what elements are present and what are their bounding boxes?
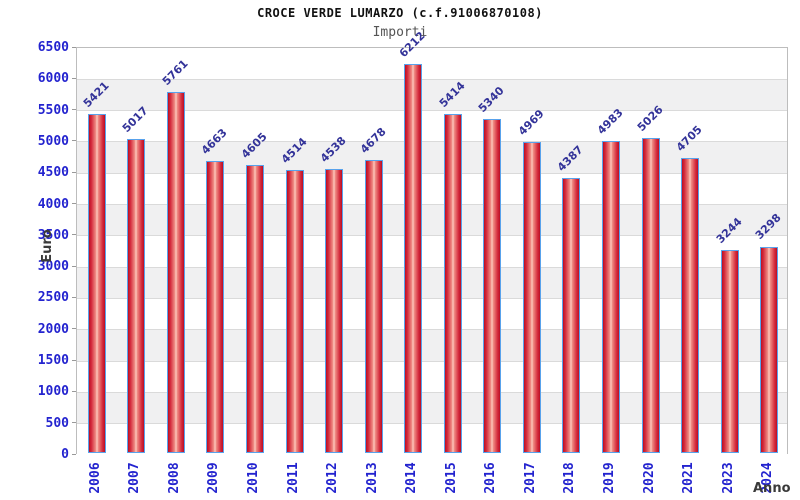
bar-2019: [602, 141, 620, 453]
y-tick-label: 5500: [37, 102, 69, 118]
gridline: [77, 172, 787, 174]
y-tick-label: 1000: [37, 384, 69, 400]
chart-subtitle: Importi: [372, 25, 428, 40]
x-tick-label: 2021: [681, 462, 697, 494]
bar-2024: [760, 246, 779, 453]
plot-band: [77, 329, 787, 362]
x-tick-label: 2015: [443, 462, 459, 494]
bar-2007: [127, 138, 146, 453]
x-tick-label: 2023: [720, 462, 736, 494]
x-tick-label: 2014: [404, 462, 420, 494]
bar-2012: [325, 168, 344, 453]
gridline: [77, 391, 787, 393]
plot-band: [77, 79, 787, 111]
bar-2010: [246, 164, 264, 453]
y-tick-label: 0: [61, 447, 69, 462]
y-tick-label: 2500: [37, 290, 69, 306]
bar-2009: [206, 161, 225, 453]
plot-band: [77, 298, 787, 330]
bar-2011: [285, 170, 304, 453]
bar-2021: [681, 158, 700, 453]
x-tick-label: 2006: [87, 462, 103, 494]
plot-band: [77, 267, 787, 299]
plot-band: [77, 141, 787, 174]
plot-band: [77, 204, 787, 236]
x-tick-label: 2012: [325, 462, 341, 494]
x-tick-label: 2007: [127, 462, 143, 494]
gridline: [77, 110, 787, 112]
gridline: [77, 78, 787, 80]
x-tick-label: 2018: [562, 462, 578, 494]
x-tick-label: 2017: [522, 462, 538, 494]
gridline: [77, 329, 787, 331]
y-tick-label: 6500: [37, 40, 69, 55]
x-tick-label: 2008: [166, 462, 182, 494]
gridline: [77, 423, 787, 425]
x-tick-label: 2020: [641, 462, 657, 494]
x-tick-label: 2019: [602, 462, 617, 494]
bar-2020: [641, 138, 660, 453]
bar-2008: [166, 92, 185, 453]
bar-2017: [522, 141, 541, 453]
plot-band: [77, 392, 787, 424]
bar-2015: [443, 114, 462, 453]
chart-title: CROCE VERDE LUMARZO (c.f.91006870108): [257, 6, 543, 20]
y-tick-label: 2000: [37, 321, 69, 337]
plot-band: [77, 361, 787, 393]
y-tick-label: 5000: [37, 133, 69, 149]
bar-2023: [720, 249, 739, 453]
x-axis-title: Anno: [753, 481, 791, 496]
gridline: [77, 141, 787, 143]
x-tick-label: 2013: [364, 462, 380, 494]
gridline: [77, 266, 787, 268]
plot-band: [77, 173, 787, 205]
x-tick-label: 2009: [206, 462, 222, 494]
bar-2018: [562, 178, 581, 453]
x-tick-label: 2016: [483, 462, 499, 494]
plot-band: [77, 235, 787, 268]
gridline: [77, 235, 787, 237]
y-tick-label: 4000: [37, 196, 69, 212]
x-tick-label: 2010: [246, 462, 261, 494]
plot-band: [77, 48, 787, 80]
bar-2016: [483, 118, 502, 453]
x-tick-label: 2011: [285, 462, 301, 494]
plot-band: [77, 110, 787, 142]
y-tick-label: 4500: [37, 165, 69, 181]
y-tick-label: 6000: [37, 71, 69, 87]
plot-band: [77, 423, 787, 455]
gridline: [77, 204, 787, 206]
gridline: [77, 360, 787, 362]
gridline: [77, 297, 787, 299]
bar-2006: [87, 113, 106, 453]
y-tick-label: 1500: [37, 353, 69, 369]
bar-2013: [364, 160, 383, 453]
bar-2014: [404, 64, 423, 453]
plot-area: [76, 47, 788, 455]
y-axis-title: Euro: [40, 229, 55, 263]
y-tick-label: 500: [45, 415, 69, 431]
